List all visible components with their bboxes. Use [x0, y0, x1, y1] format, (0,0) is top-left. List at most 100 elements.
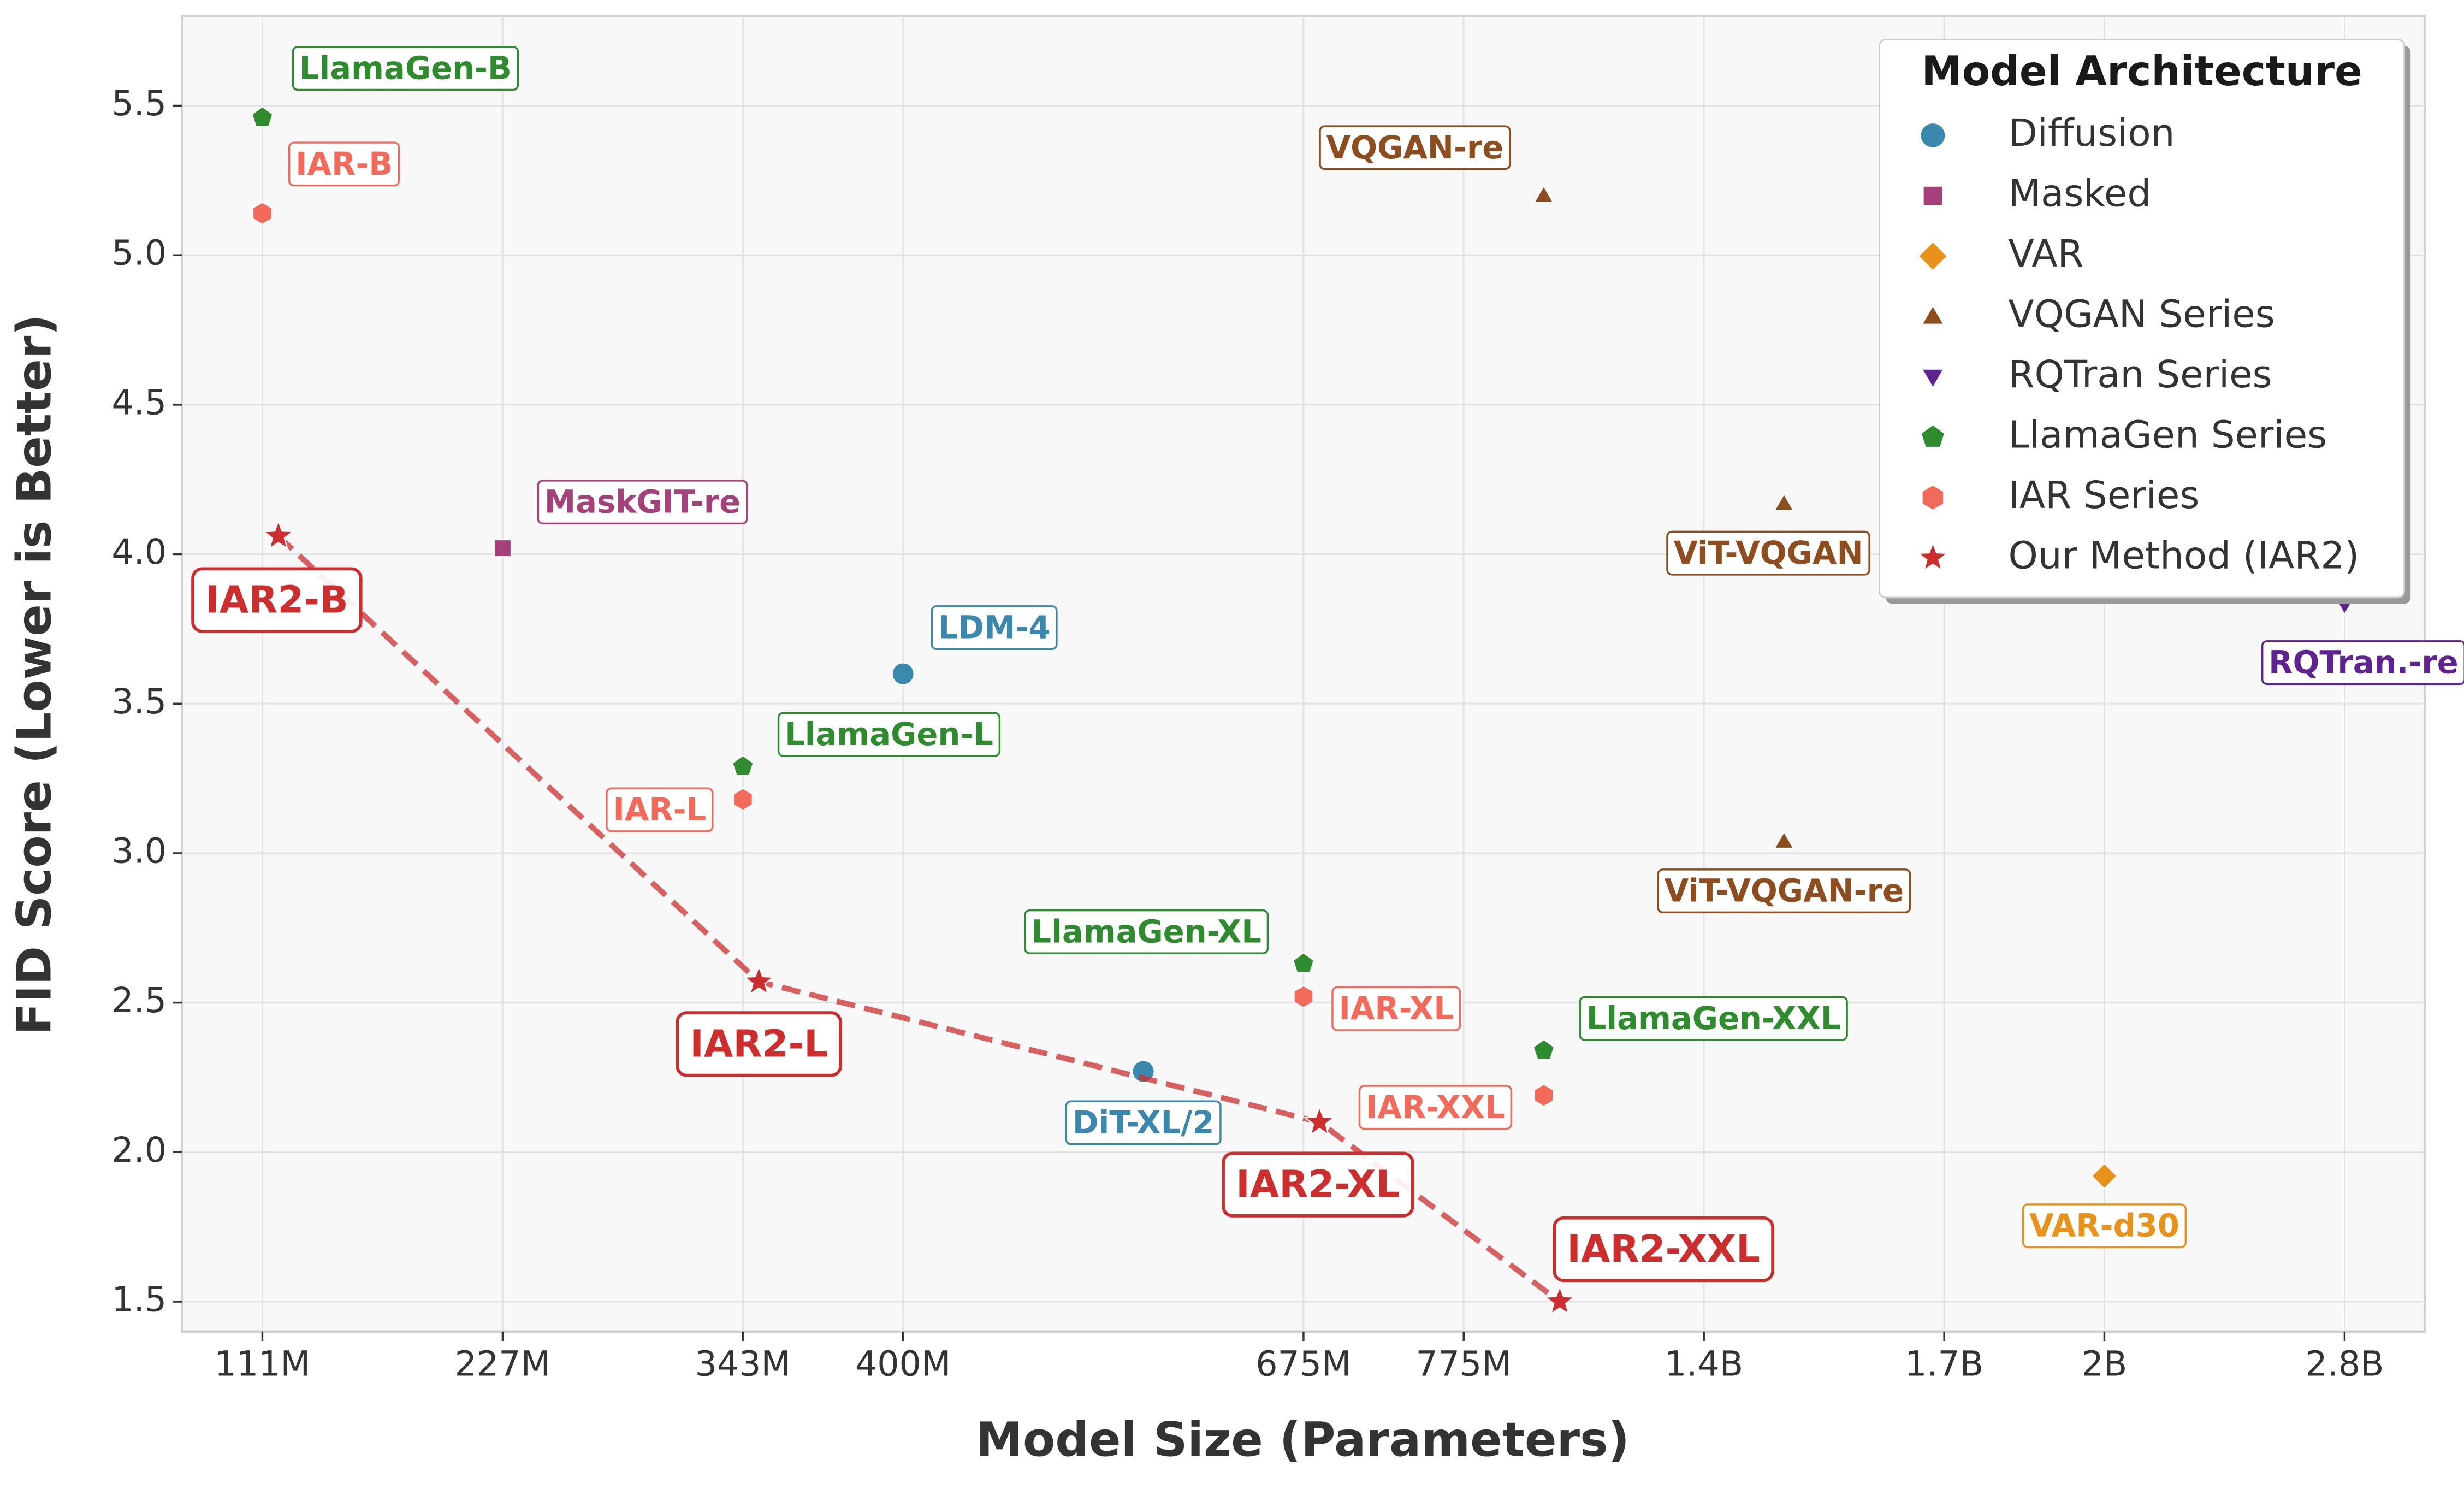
label-text: MaskGIT-re	[544, 484, 741, 521]
legend-label: IAR Series	[2009, 474, 2200, 517]
data-label: IAR2-XXL	[1553, 1216, 1774, 1283]
label-text: IAR2-XL	[1236, 1163, 1400, 1207]
label-box	[537, 480, 748, 525]
marker	[731, 754, 754, 776]
legend-label: Our Method (IAR2)	[2009, 534, 2360, 577]
x-tick-label: 675M	[1255, 1344, 1351, 1384]
y-axis-label: FID Score (Lower is Better)	[7, 314, 62, 1035]
label-box	[676, 1011, 843, 1077]
x-tick-label: 111M	[215, 1344, 310, 1384]
label-box	[1553, 1216, 1774, 1283]
marker	[743, 965, 775, 996]
data-label: LlamaGen-B	[292, 46, 519, 91]
legend-marker	[1921, 368, 1945, 389]
label-text: IAR-XL	[1338, 990, 1454, 1027]
legend-label: Masked	[2009, 172, 2152, 215]
marker	[262, 519, 295, 550]
data-label: IAR-B	[288, 141, 400, 187]
label-box	[1065, 1100, 1222, 1145]
data-label: LlamaGen-L	[777, 712, 1001, 757]
marker	[1533, 1083, 1554, 1107]
x-tick-label: 775M	[1416, 1344, 1512, 1384]
y-tick-label: 4.5	[111, 382, 167, 422]
y-tick-label: 4.0	[111, 531, 167, 572]
y-tick-label: 2.5	[111, 980, 167, 1020]
label-text: IAR2-XXL	[1567, 1227, 1760, 1271]
label-text: ViT-VQGAN	[1673, 535, 1863, 571]
x-tick-label: 343M	[695, 1344, 791, 1384]
label-box	[1666, 530, 1870, 576]
data-label: VQGAN-re	[1319, 125, 1511, 170]
marker	[1532, 1038, 1555, 1060]
x-tick-label: 227M	[455, 1344, 550, 1384]
legend-label: LlamaGen Series	[2009, 413, 2327, 457]
data-label: ViT-VQGAN	[1666, 530, 1870, 576]
labels: LDM-4 DiT-XL/2 MaskGIT-re VAR-d30 VQGAN-re Vi…	[191, 46, 2464, 1283]
label-box	[292, 46, 519, 91]
legend-marker	[1917, 240, 1948, 272]
x-tick-label: 1.4B	[1665, 1344, 1743, 1384]
x-axis-label: Model Size (Parameters)	[976, 1413, 1630, 1467]
data-label: IAR-XXL	[1358, 1085, 1513, 1130]
marker	[252, 202, 273, 226]
marker	[891, 662, 915, 686]
data-label: IAR-XL	[1331, 986, 1461, 1031]
data-label: IAR2-L	[676, 1011, 843, 1077]
legend-marker	[1921, 484, 1945, 511]
legend-label: VAR	[2009, 232, 2084, 276]
legend-box	[1879, 38, 2406, 599]
series-line	[276, 534, 1562, 1304]
label-box	[2261, 640, 2464, 686]
marker	[1543, 1285, 1576, 1316]
data-label: IAR-L	[606, 787, 714, 832]
label-text: IAR-B	[295, 146, 393, 182]
marks	[251, 105, 2355, 1316]
marker	[732, 787, 753, 811]
label-text: LDM-4	[938, 610, 1051, 646]
marker	[1293, 985, 1314, 1009]
label-text: IAR-XXL	[1366, 1089, 1505, 1126]
legend-label: Diffusion	[2009, 111, 2175, 155]
legend: Model Architecture Diffusion Masked VAR VQGA…	[1879, 38, 2411, 604]
label-text: RQTran.-re	[2268, 645, 2459, 681]
data-label: ViT-VQGAN-re	[1657, 868, 1911, 914]
label-text: LlamaGen-XXL	[1586, 1000, 1841, 1037]
legend-label: RQTran Series	[2009, 353, 2272, 397]
legend-title: Model Architecture	[1921, 48, 2362, 95]
marker	[1303, 1105, 1336, 1136]
marker	[1533, 185, 1555, 203]
label-text: IAR2-B	[205, 578, 348, 622]
label-box	[1024, 909, 1269, 954]
legend-marker	[1920, 122, 1946, 149]
y-tick-label: 5.5	[111, 83, 167, 123]
label-box	[288, 141, 400, 187]
label-text: LlamaGen-B	[299, 50, 512, 87]
label-box	[1657, 868, 1911, 914]
marker	[2090, 1162, 2118, 1190]
marker	[493, 539, 512, 558]
label-box	[606, 787, 714, 832]
label-box	[931, 605, 1058, 651]
label-text: DiT-XL/2	[1073, 1104, 1215, 1141]
legend-marker	[1920, 423, 1946, 448]
data-label: MaskGIT-re	[537, 480, 748, 525]
y-tick-label: 2.0	[111, 1130, 167, 1170]
y-tick-label: 1.5	[111, 1279, 167, 1320]
marker	[1773, 830, 1795, 849]
label-text: IAR2-L	[690, 1022, 828, 1066]
label-text: LlamaGen-L	[785, 716, 993, 753]
label-box	[1358, 1085, 1513, 1130]
legend-label: VQGAN Series	[2009, 292, 2275, 336]
x-tick-label: 400M	[855, 1344, 951, 1384]
label-box	[191, 567, 363, 633]
y-tick-label: 5.0	[111, 233, 167, 273]
data-label: LlamaGen-XL	[1024, 909, 1269, 954]
data-label: VAR-d30	[2022, 1203, 2187, 1249]
label-box	[1222, 1151, 1414, 1218]
x-tick-label: 2B	[2082, 1344, 2128, 1384]
label-text: LlamaGen-XL	[1031, 913, 1261, 950]
y-tick-label: 3.5	[111, 681, 167, 722]
y-tick-label: 3.0	[111, 831, 167, 871]
